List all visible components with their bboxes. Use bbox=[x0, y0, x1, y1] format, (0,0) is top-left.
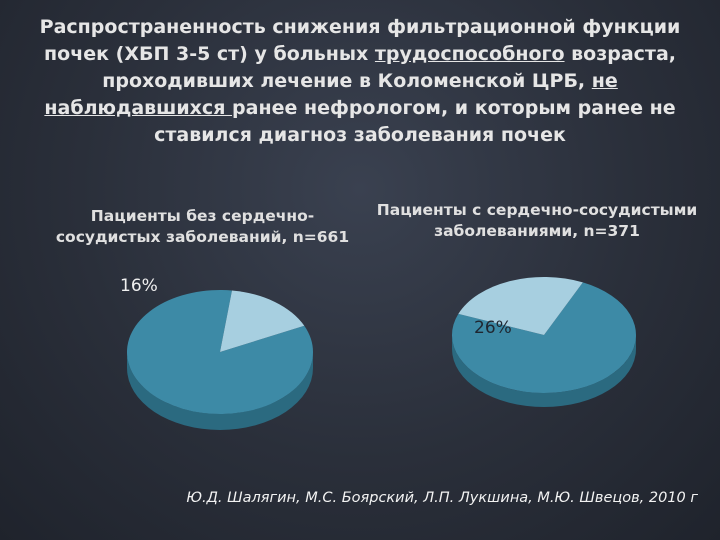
title-part-2: возраста, проходивших лечение в Коломенс… bbox=[102, 43, 676, 92]
left-pie-percent-label: 16% bbox=[120, 276, 158, 296]
title-underlined-2: не наблюдавшихся bbox=[44, 70, 618, 119]
right-pie-slice-major bbox=[452, 282, 636, 393]
right-pie-side-wall bbox=[452, 335, 636, 407]
right-pie-slice-minor bbox=[458, 277, 583, 335]
right-pie-percent-label: 26% bbox=[474, 318, 512, 338]
slide-title: Распространенность снижения фильтрационн… bbox=[20, 14, 700, 149]
right-pie-title: Пациенты с сердечно-сосудистыми заболева… bbox=[376, 201, 698, 240]
title-part-3: ранее нефрологом, и которым ранее не ста… bbox=[154, 97, 676, 146]
left-pie-chart bbox=[126, 290, 313, 430]
title-part-1: Распространенность снижения фильтрационн… bbox=[39, 16, 681, 65]
left-pie-slice-minor bbox=[220, 290, 305, 352]
right-pie-chart bbox=[452, 277, 636, 407]
left-pie-slice-major bbox=[126, 290, 313, 414]
left-pie-side-wall bbox=[127, 352, 313, 430]
citation: Ю.Д. Шалягин, М.С. Боярский, Л.П. Лукшин… bbox=[186, 490, 698, 506]
left-pie-title: Пациенты без сердечно-сосудистых заболев… bbox=[55, 207, 350, 246]
title-underlined-1: трудоспособного bbox=[374, 43, 565, 65]
